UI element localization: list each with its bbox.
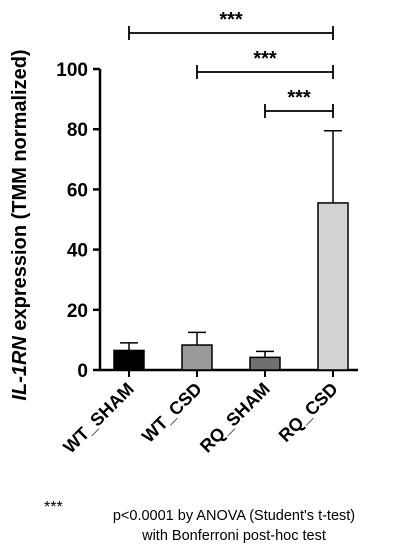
y-tick-label: 0 (77, 361, 88, 382)
svg-text:IL-1RN expression (TMM normali: IL-1RN expression (TMM normalized) (9, 49, 31, 400)
y-axis-label-italic: IL-1RN (9, 336, 31, 401)
y-tick-label: 80 (67, 120, 88, 141)
bar (181, 344, 213, 371)
y-axis-label: IL-1RN expression (TMM normalized) (9, 49, 31, 400)
significance-label: *** (253, 48, 277, 70)
x-category-label: RQ_CSD (275, 379, 342, 446)
y-tick-label: 20 (67, 301, 88, 322)
y-tick-label: 100 (56, 60, 88, 81)
bar (113, 349, 145, 371)
footnote-line-1: p<0.0001 by ANOVA (Student's t-test) (113, 508, 355, 524)
bar (249, 356, 281, 371)
x-category-label: WT_CSD (138, 379, 206, 447)
footnote: *** p<0.0001 by ANOVA (Student's t-test)… (44, 499, 355, 544)
y-axis-label-rest: expression (TMM normalized) (9, 49, 31, 336)
y-tick-label: 60 (67, 180, 88, 201)
x-category-label: RQ_SHAM (196, 379, 274, 457)
x-category-label: WT_SHAM (59, 379, 137, 457)
footnote-line-2: with Bonferroni post-hoc test (141, 528, 326, 544)
significance-label: *** (219, 9, 243, 31)
significance-label: *** (287, 87, 311, 109)
bar (317, 202, 349, 371)
footnote-marker: *** (44, 499, 63, 516)
y-tick-label: 40 (67, 241, 88, 262)
